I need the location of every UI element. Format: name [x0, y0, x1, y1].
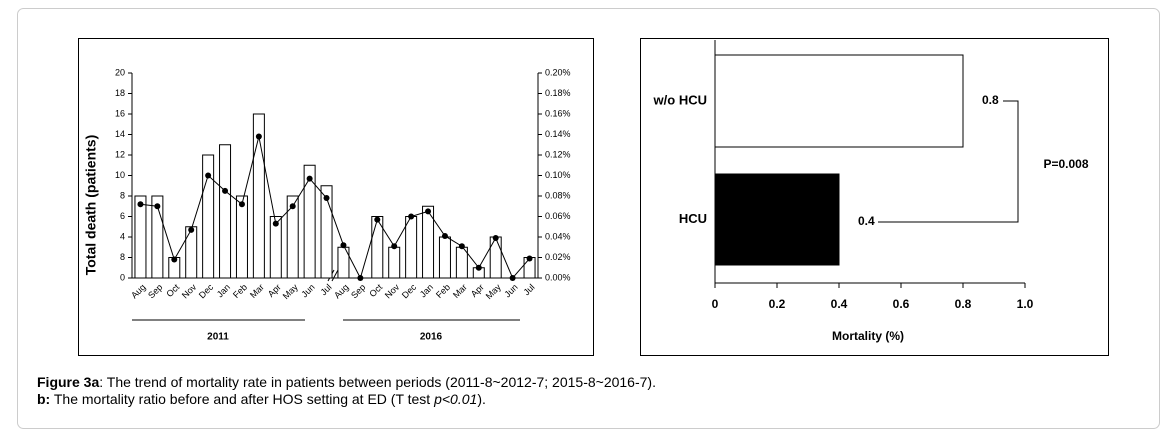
bar — [286, 195, 299, 279]
line — [140, 136, 530, 280]
y2-tick-label: 0.06% — [545, 211, 571, 221]
y-tick-label: 8 — [120, 252, 125, 262]
left-panel — [78, 38, 594, 356]
group-label: 2011 — [207, 332, 229, 343]
bracket — [878, 100, 1019, 223]
bar — [320, 185, 333, 279]
caption-text: : The trend of mortality rate in patient… — [99, 374, 656, 390]
point — [475, 264, 482, 271]
y2-tick-label: 0.16% — [545, 108, 571, 118]
caption-line: Figure 3a: The trend of mortality rate i… — [37, 374, 656, 390]
bar — [269, 216, 282, 279]
y-tick-label: 18 — [115, 88, 125, 98]
point — [205, 172, 212, 179]
caption-text: ). — [477, 391, 486, 407]
bar — [714, 54, 964, 148]
point — [137, 201, 144, 208]
caption-text: The mortality ratio before and after HOS… — [50, 391, 434, 407]
y-tick-label: 6 — [120, 211, 125, 221]
bar — [371, 216, 384, 279]
bar — [388, 246, 401, 279]
point — [509, 275, 516, 281]
y-tick-label: 0 — [120, 272, 125, 282]
point — [458, 243, 465, 250]
point — [272, 220, 279, 227]
y2-tick-label: 0.04% — [545, 231, 571, 241]
y-axis-label: Total death (patients) — [83, 135, 99, 276]
y2-tick-label: 0.10% — [545, 170, 571, 180]
y2-tick-label: 0.02% — [545, 252, 571, 262]
point — [154, 203, 161, 210]
bar — [405, 216, 418, 279]
caption-line: b: The mortality ratio before and after … — [37, 391, 486, 407]
caption-bold: b: — [37, 391, 50, 407]
y2-tick-label: 0.20% — [545, 67, 571, 77]
x-tick-label: 0.8 — [955, 297, 972, 311]
point — [306, 175, 313, 182]
point — [374, 216, 381, 223]
bar — [219, 144, 232, 279]
bar — [438, 236, 451, 279]
point — [171, 256, 178, 263]
point — [357, 275, 364, 281]
x-tick-label: 0.2 — [769, 297, 786, 311]
category-label: w/o HCU — [653, 92, 707, 107]
x-axis-label: Mortality (%) — [832, 329, 904, 343]
caption-bold: Figure 3a — [37, 374, 99, 390]
point — [492, 235, 499, 242]
bar — [489, 236, 502, 279]
y-tick-label: 20 — [115, 67, 125, 77]
point — [222, 187, 229, 194]
right-panel — [640, 38, 1109, 356]
x-tick-label: 0 — [712, 297, 719, 311]
point — [323, 195, 330, 202]
value-label: 0.4 — [858, 214, 875, 228]
x-tick-label: 0.6 — [893, 297, 910, 311]
category-label: HCU — [679, 211, 707, 226]
point — [425, 208, 432, 215]
y2-tick-label: 0.08% — [545, 190, 571, 200]
point — [289, 203, 296, 210]
bar — [235, 195, 248, 279]
point — [255, 133, 262, 140]
x-tick-label: 1.0 — [1017, 297, 1034, 311]
y2-tick-label: 0.00% — [545, 272, 571, 282]
y-tick-label: 10 — [115, 170, 125, 180]
point — [441, 232, 448, 239]
bar — [151, 195, 164, 279]
frame — [17, 8, 1160, 429]
point — [526, 255, 533, 262]
y2-tick-label: 0.18% — [545, 88, 571, 98]
point — [391, 243, 398, 250]
bar — [714, 173, 840, 266]
y2-tick-label: 0.14% — [545, 129, 571, 139]
y-tick-label: 4 — [120, 231, 125, 241]
y-tick-label: 14 — [115, 129, 125, 139]
y-tick-label: 12 — [115, 149, 125, 159]
y-tick-label: 16 — [115, 108, 125, 118]
bar — [303, 164, 316, 279]
bar — [185, 226, 198, 279]
annotation: P=0.008 — [1043, 157, 1088, 171]
x-tick-label: 0.4 — [831, 297, 848, 311]
caption-italic: p<0.01 — [433, 391, 477, 407]
y2-tick-label: 0.12% — [545, 149, 571, 159]
axis-break — [331, 269, 339, 282]
point — [408, 213, 415, 220]
value-label: 0.8 — [982, 93, 999, 107]
y-tick-label: 8 — [120, 190, 125, 200]
point — [340, 242, 347, 249]
point — [238, 201, 245, 208]
group-label: 2016 — [420, 332, 443, 343]
bar — [422, 205, 435, 279]
bar — [134, 195, 147, 279]
bar — [202, 154, 215, 279]
bar — [252, 113, 265, 279]
point — [188, 226, 195, 233]
